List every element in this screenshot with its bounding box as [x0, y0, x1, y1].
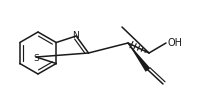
Text: S: S [33, 54, 39, 63]
Text: N: N [71, 30, 78, 40]
Polygon shape [127, 43, 150, 72]
Text: OH: OH [167, 38, 182, 48]
